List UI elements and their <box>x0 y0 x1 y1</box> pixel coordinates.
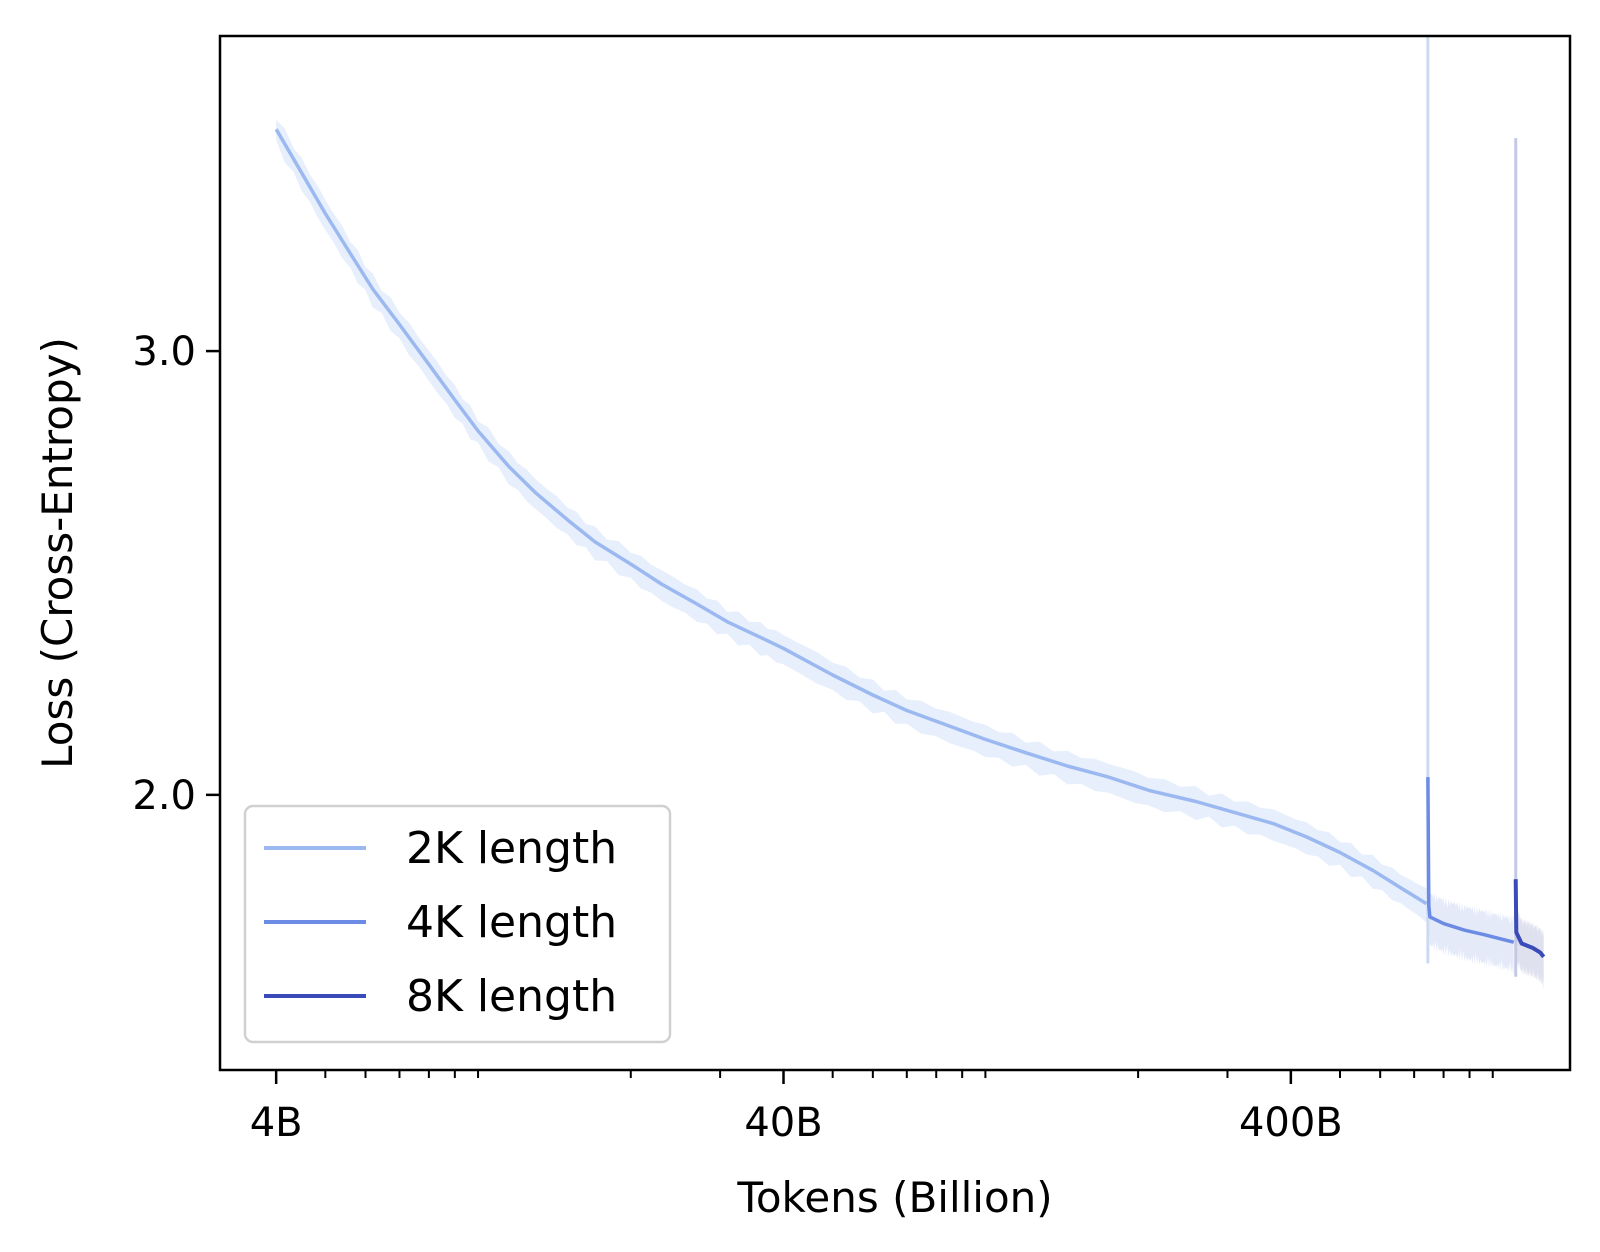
x-tick-label: 40B <box>744 1100 822 1146</box>
plot-frame <box>218 34 1572 1072</box>
band-1 <box>276 119 1427 923</box>
x-tick-label: 4B <box>250 1100 303 1146</box>
y-tick-label: 3.0 <box>132 329 196 375</box>
axis-ticks: 4B 40B 400B 2.0 3.0 <box>132 329 1494 1146</box>
loss-spikes <box>1426 36 1518 977</box>
legend-items: 2K length 4K length 8K length <box>264 823 617 1022</box>
series-lines <box>274 128 1546 959</box>
series-line-3 <box>1513 879 1546 959</box>
y-tick-label: 2.0 <box>132 773 196 819</box>
legend: 2K length 4K length 8K length <box>243 804 672 1044</box>
band-2 <box>1428 879 1514 975</box>
series-line-2 <box>1426 777 1515 944</box>
legend-label-2: 4K length <box>406 897 617 948</box>
series-line-1 <box>274 128 1428 906</box>
legend-label-1: 2K length <box>406 823 617 874</box>
x-axis-label: Tokens (Billion) <box>736 1173 1052 1222</box>
x-tick-label: 400B <box>1239 1100 1343 1146</box>
legend-label-3: 8K length <box>406 971 617 1022</box>
legend-box <box>243 804 672 1044</box>
y-axis-label: Loss (Cross-Entropy) <box>33 337 82 769</box>
